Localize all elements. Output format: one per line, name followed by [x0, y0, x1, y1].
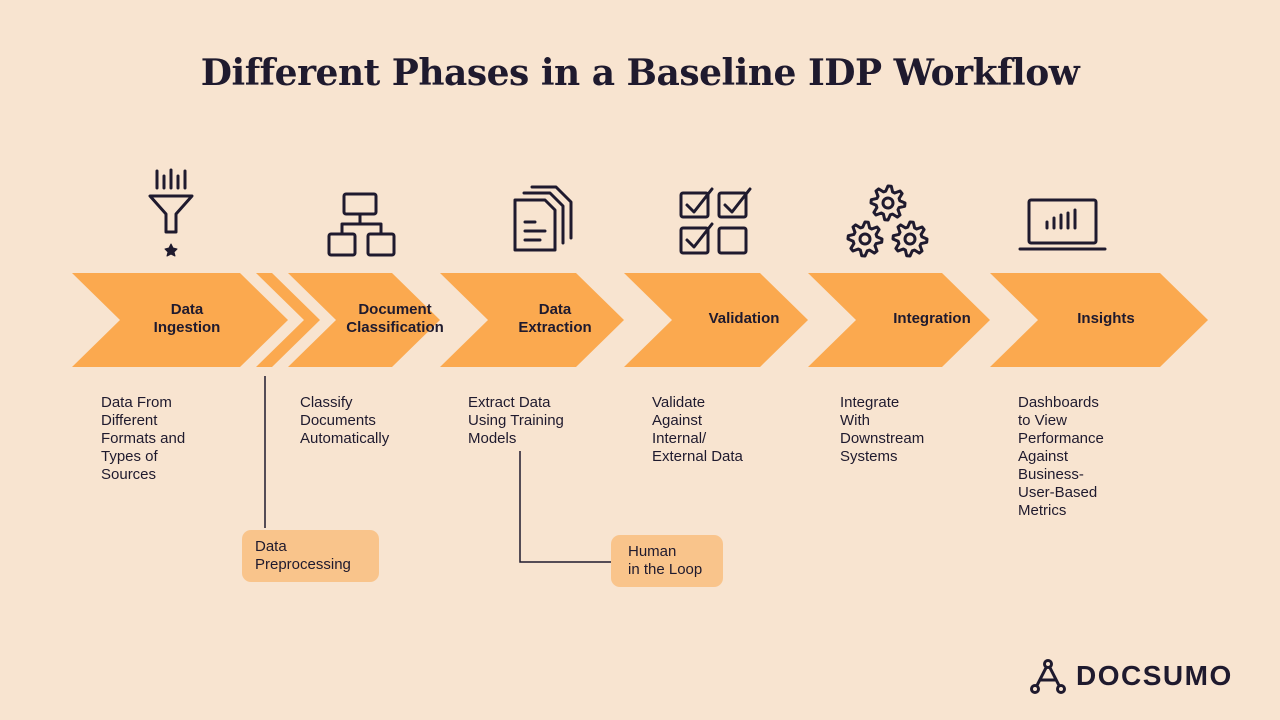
chevron-data-ingestion [72, 273, 288, 367]
phase-description-document-classification: Classify Documents Automatically [300, 394, 390, 447]
laptop-chart-icon [1018, 198, 1107, 251]
callout-human-in-the-loop: Human in the Loop [611, 535, 723, 587]
phase-description-integration: Integrate With Downstream Systems [840, 394, 925, 465]
page-title: Different Phases in a Baseline IDP Workf… [200, 52, 1080, 94]
chevron-document-classification [288, 273, 440, 367]
connector-line-human-loop [519, 451, 612, 563]
phase-label-data-extraction: Data Extraction [518, 301, 592, 336]
brand-logo: DOCSUMO [1030, 656, 1233, 696]
phase-label-validation: Validation [708, 310, 780, 327]
hierarchy-icon [327, 192, 396, 257]
phase-description-validation: Validate Against Internal/ External Data [652, 394, 743, 465]
document-stack-icon [513, 185, 573, 252]
phase-label-data-ingestion: Data Ingestion [153, 301, 221, 336]
callout-data-preprocessing: Data Preprocessing [242, 530, 379, 582]
chevron-validation [624, 273, 808, 367]
docsumo-logo-icon [1030, 659, 1066, 694]
gears-icon [846, 184, 929, 258]
chevron-preprocessing-small [256, 273, 320, 367]
phase-description-data-extraction: Extract Data Using Training Models [468, 394, 564, 447]
chevron-data-extraction [440, 273, 624, 367]
brand-name: DOCSUMO [1076, 660, 1233, 691]
chevron-integration [808, 273, 990, 367]
phase-description-insights: Dashboards to View Performance Against B… [1018, 394, 1104, 519]
chevron-insights [990, 273, 1208, 367]
phase-label-insights: Insights [1077, 310, 1135, 327]
phase-label-integration: Integration [893, 310, 971, 327]
phase-label-document-classification: Document Classification [346, 301, 444, 336]
checklist-icon [679, 187, 752, 255]
funnel-icon [148, 168, 194, 257]
phase-description-data-ingestion: Data From Different Formats and Types of… [101, 394, 186, 483]
